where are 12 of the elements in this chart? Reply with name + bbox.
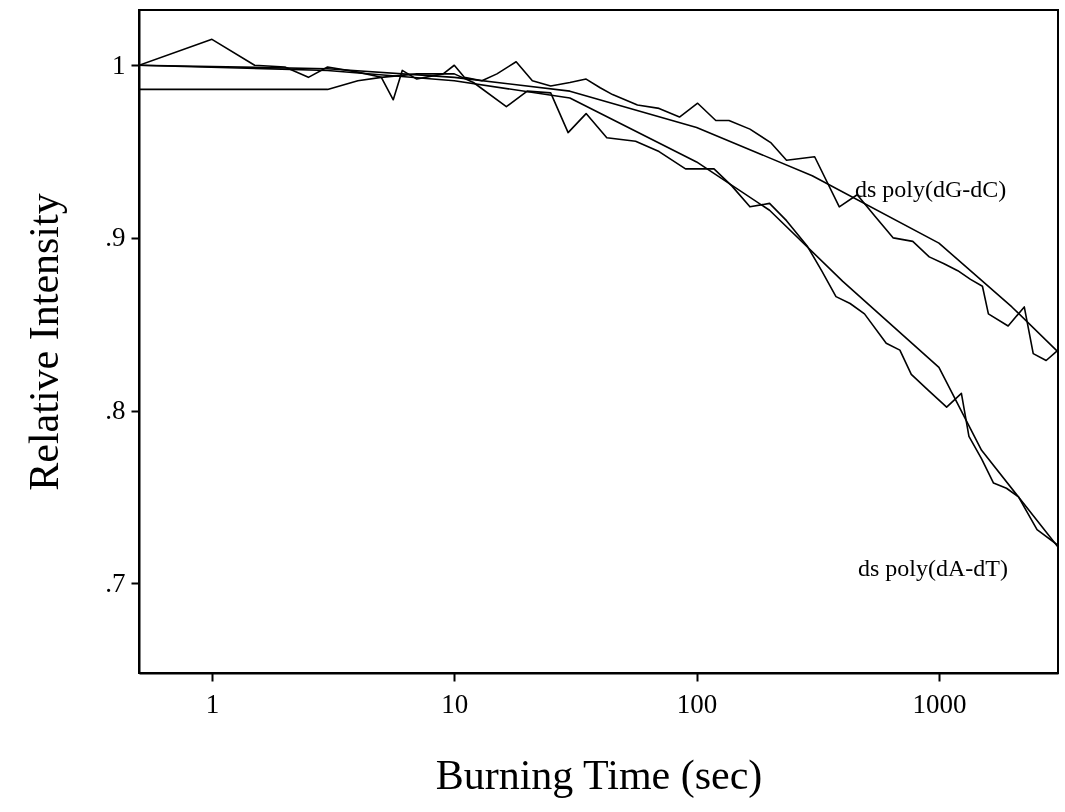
y-tick-label: .7 — [105, 567, 126, 598]
y-axis-title: Relative Intensity — [21, 193, 68, 491]
annotation: ds poly(dA-dT) — [858, 555, 1008, 581]
x-tick-label: 100 — [676, 688, 718, 719]
x-tick-label: 1 — [205, 688, 220, 719]
x-axis-title: Burning Time (sec) — [435, 751, 763, 799]
y-tick-label: .8 — [105, 395, 126, 426]
x-tick-label: 10 — [441, 688, 469, 719]
y-tick-label: .9 — [105, 222, 126, 253]
y-tick-label: 1 — [112, 49, 126, 80]
annotation: ds poly(dG-dC) — [855, 176, 1007, 202]
x-tick-label: 1000 — [912, 688, 967, 719]
